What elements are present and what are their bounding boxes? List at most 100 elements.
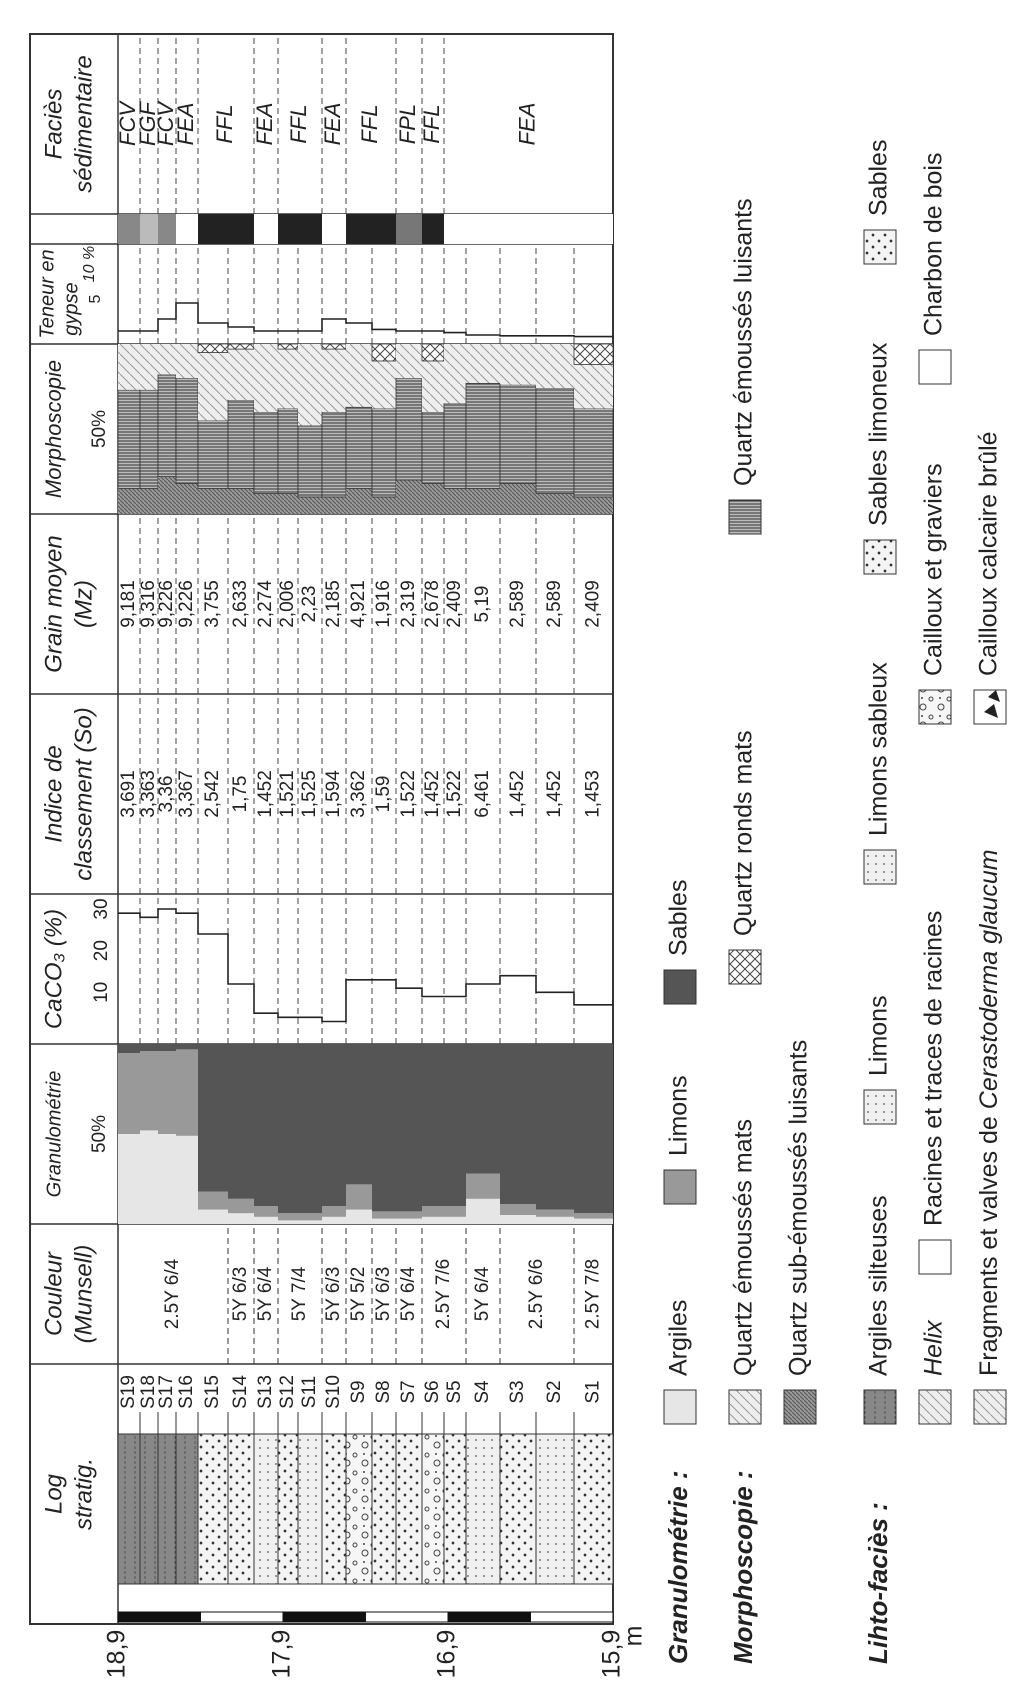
mean-grain: 2,633 — [230, 580, 251, 628]
facies-code: FGF — [135, 100, 160, 146]
munsell-color: 5Y 6/3 — [373, 1267, 394, 1322]
sample-label: S15 — [202, 1375, 223, 1409]
morpho-luisant — [421, 411, 445, 484]
legend-item-part: Cerastoderma glaucum — [975, 849, 1003, 1109]
figure-body: Log stratig. Couleur (Munsell) Granulométrie… — [29, 33, 1007, 1679]
granulo-silt — [396, 1211, 422, 1219]
legend-swatch — [863, 539, 897, 575]
mean-grain: 2,274 — [255, 580, 276, 628]
sample-label: S19 — [118, 1375, 139, 1409]
morpho-luisant — [277, 408, 299, 494]
munsell-color: 5Y 6/4 — [472, 1266, 493, 1321]
granulo-clay — [322, 1216, 346, 1224]
facies-strip — [158, 214, 176, 244]
sample-label: S4 — [472, 1380, 493, 1404]
header: Log — [40, 1473, 67, 1514]
sorting-index: 3,36 — [156, 776, 177, 813]
scale-bar — [200, 1611, 284, 1623]
munsell-color: 2.5Y 7/8 — [583, 1259, 604, 1329]
sample-label: S10 — [323, 1375, 344, 1409]
morpho-mat — [278, 349, 298, 409]
granulo-silt — [346, 1184, 372, 1210]
caco3-curve — [118, 908, 613, 1023]
scale-label: 30 — [91, 898, 112, 919]
mean-grain: 4,921 — [348, 580, 369, 628]
morpho-rond — [421, 343, 445, 362]
granulo-silt — [198, 1191, 228, 1210]
sample-label: S18 — [138, 1375, 159, 1409]
mean-grain: 2,185 — [323, 580, 344, 628]
morpho-mat — [228, 349, 254, 401]
morpho-rond — [321, 343, 347, 350]
morpho-luisant — [535, 387, 575, 494]
granulo-clay — [158, 1134, 176, 1224]
morpho-mat — [254, 344, 278, 412]
granulo-clay — [444, 1216, 466, 1224]
granulo-clay — [466, 1198, 500, 1224]
header: Granulométrie — [43, 1071, 65, 1198]
legend-swatch — [663, 1389, 697, 1425]
morpho-rond — [371, 343, 397, 362]
morpho-sub — [346, 488, 372, 514]
lithology — [371, 1433, 397, 1585]
lithology — [297, 1433, 323, 1585]
facies-strip — [176, 214, 198, 244]
granulo-sand — [346, 1044, 372, 1185]
morpho-sub — [574, 497, 613, 514]
granulo-silt — [118, 1053, 140, 1134]
legend-item: Sables — [665, 880, 693, 956]
granulo-silt — [176, 1049, 198, 1136]
granulo-sand — [228, 1043, 254, 1199]
mean-grain: 2,409 — [583, 580, 604, 628]
granulo-sand — [254, 1044, 278, 1206]
depth-label: 15,9 — [598, 1630, 626, 1679]
legend-item: Fragments et valves de Cerastoderma glau… — [975, 849, 1003, 1376]
granulo-sand — [422, 1044, 444, 1206]
legend-swatch — [918, 1239, 952, 1275]
sorting-index: 3,367 — [176, 770, 197, 818]
morpho-mat — [536, 343, 574, 389]
morpho-sub — [198, 488, 228, 514]
sample-label: S11 — [299, 1376, 320, 1408]
header: classement (So) — [70, 707, 97, 880]
legend-swatch — [973, 689, 1007, 725]
morpho-rond — [197, 343, 229, 353]
morpho-sub — [536, 493, 574, 514]
legend-item: Racines et traces de racines — [920, 911, 948, 1226]
header: Faciès — [40, 89, 67, 160]
header: CaCO₃ (%) — [40, 909, 67, 1029]
legend-swatch — [728, 1389, 762, 1425]
lithology — [535, 1433, 575, 1585]
legend-item: Sables — [865, 140, 893, 216]
granulo-sand — [198, 1044, 228, 1192]
sample-label: S17 — [156, 1375, 177, 1409]
lithology — [421, 1433, 445, 1585]
morpho-luisant — [227, 399, 255, 489]
mean-grain: 9,316 — [138, 580, 159, 628]
depth-label: 18,9 — [103, 1630, 131, 1679]
morpho-luisant — [297, 425, 323, 498]
morpho-sub — [118, 488, 140, 514]
legend-swatch — [783, 1389, 817, 1425]
lithology — [345, 1433, 373, 1585]
granulo-sand — [574, 1044, 613, 1214]
legend-swatch — [863, 229, 897, 265]
scale-label: 20 — [91, 940, 112, 961]
morpho-mat — [444, 344, 466, 404]
morpho-luisant — [117, 389, 141, 489]
morpho-mat — [346, 344, 372, 407]
munsell-color: 5Y 5/2 — [348, 1267, 369, 1322]
granulo-sand — [322, 1044, 346, 1206]
header: gypse — [60, 282, 82, 335]
sorting-index: 1,525 — [299, 770, 320, 818]
header: stratig. — [70, 1458, 97, 1530]
granulo-sand — [466, 1044, 500, 1174]
munsell-color: 2.5Y 6/6 — [526, 1259, 547, 1329]
granulo-silt — [322, 1205, 346, 1217]
granulo-sand — [176, 1044, 198, 1050]
mean-grain: 2,23 — [299, 586, 320, 623]
morpho-sub — [228, 488, 254, 514]
depth-label: 17,9 — [268, 1630, 296, 1679]
granulo-sand — [372, 1044, 396, 1212]
